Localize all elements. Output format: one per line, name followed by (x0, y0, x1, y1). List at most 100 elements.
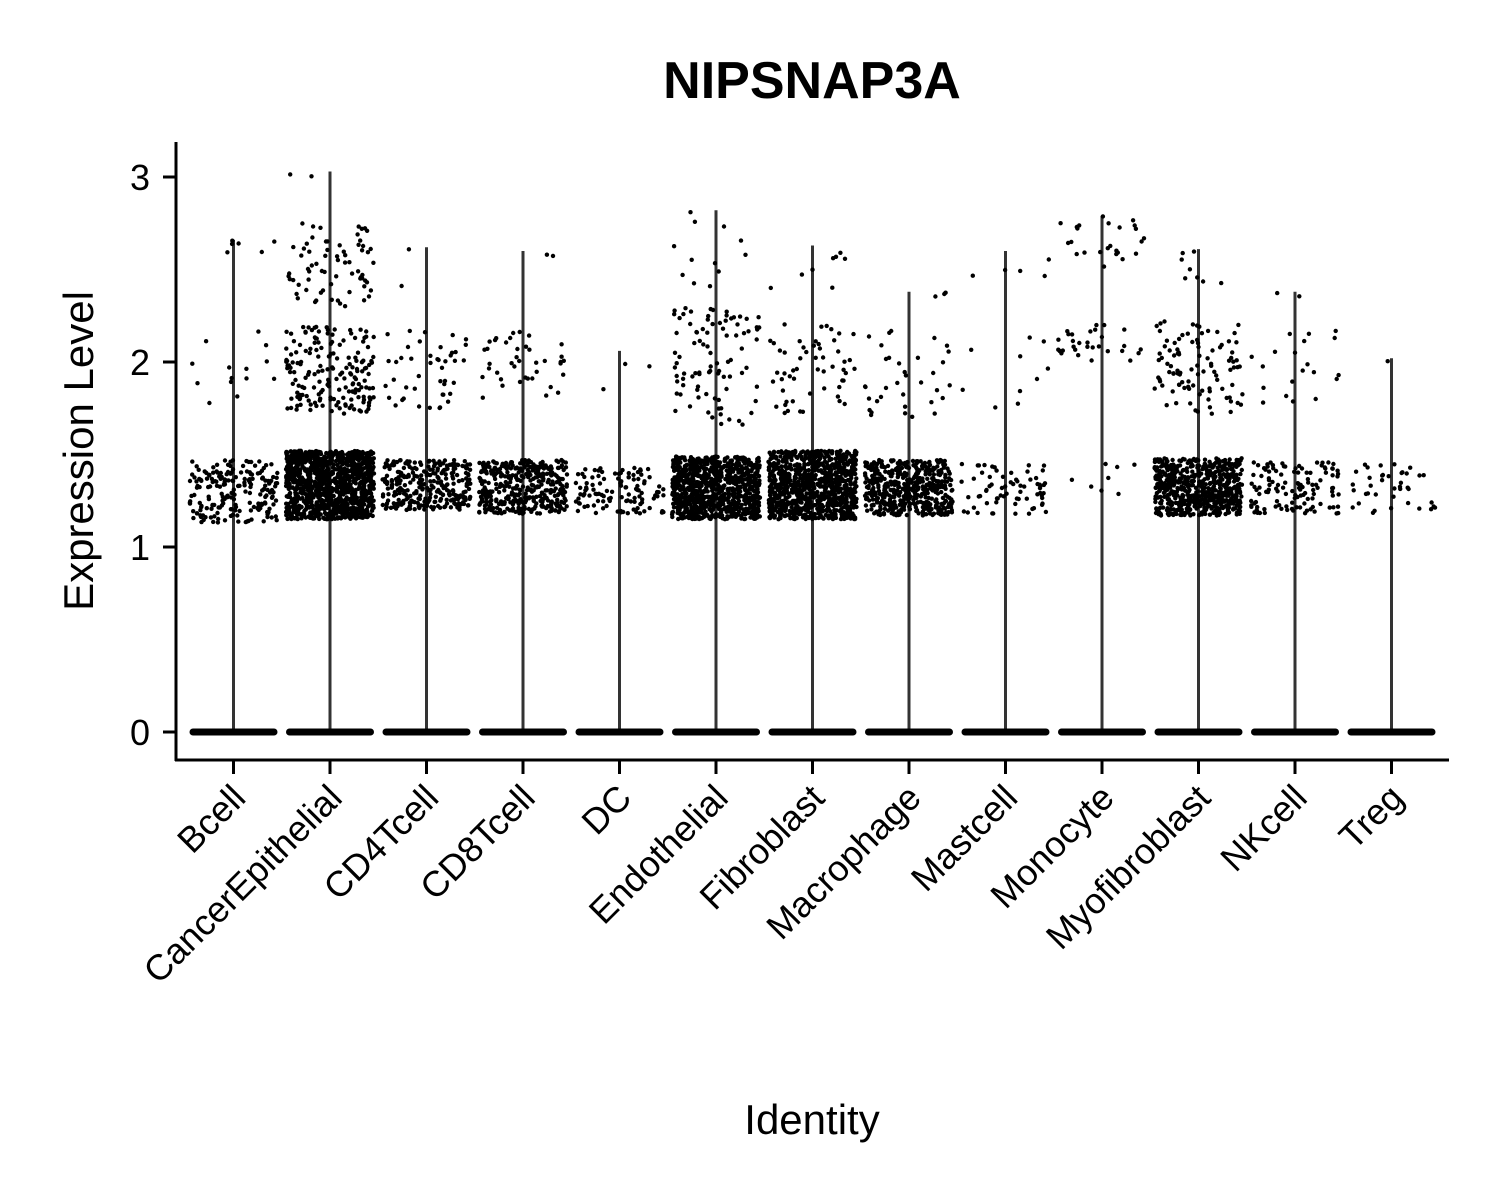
data-point (346, 355, 351, 360)
data-point (508, 335, 513, 341)
data-point (518, 466, 523, 471)
data-point (746, 472, 751, 477)
data-point (263, 343, 269, 348)
points-CD8Tcell (477, 252, 570, 516)
data-point (218, 470, 223, 476)
data-point (507, 508, 513, 513)
data-point (494, 336, 499, 341)
data-point (521, 460, 527, 465)
data-point (496, 490, 502, 495)
data-point (817, 346, 823, 351)
data-point (717, 460, 723, 465)
data-point (691, 281, 697, 286)
data-point (416, 373, 421, 379)
data-point (776, 517, 781, 522)
data-point (869, 507, 874, 512)
data-point (719, 406, 724, 411)
data-point (612, 471, 618, 476)
data-point (488, 494, 493, 499)
data-point (288, 459, 294, 464)
data-point (289, 516, 294, 522)
zero-points-CD8Tcell (479, 728, 567, 736)
data-point (754, 384, 760, 389)
data-point (591, 503, 597, 508)
data-point (526, 458, 532, 464)
data-point (751, 513, 756, 518)
data-point (618, 483, 624, 488)
data-point (215, 470, 220, 475)
data-point (384, 473, 390, 478)
data-point (313, 336, 318, 341)
data-point (412, 460, 417, 465)
data-point (316, 354, 321, 359)
data-point (710, 496, 716, 501)
data-point (780, 450, 785, 456)
data-point (492, 465, 498, 470)
data-point (212, 514, 217, 519)
data-point (218, 476, 223, 481)
data-point (548, 384, 553, 390)
data-point (335, 489, 341, 494)
data-point (498, 470, 503, 475)
data-point (207, 472, 212, 477)
data-point (697, 371, 702, 377)
data-point (444, 488, 450, 493)
data-point (739, 515, 745, 521)
data-point (813, 492, 819, 498)
data-point (360, 243, 366, 249)
data-point (896, 493, 902, 498)
data-point (362, 366, 368, 371)
data-point (341, 249, 346, 254)
data-point (295, 296, 300, 301)
data-point (704, 459, 709, 464)
data-point (264, 359, 269, 364)
data-point (672, 475, 677, 480)
data-point (511, 330, 516, 336)
data-point (428, 491, 433, 497)
data-point (730, 514, 735, 519)
data-point (412, 465, 418, 471)
data-point (540, 478, 546, 483)
data-point (385, 486, 391, 491)
data-point (211, 470, 216, 475)
data-point (362, 335, 367, 340)
data-point (540, 459, 545, 465)
data-point (718, 494, 724, 500)
data-point (931, 467, 936, 472)
data-point (380, 477, 385, 482)
data-point (840, 378, 845, 383)
data-point (680, 515, 686, 521)
data-point (795, 455, 800, 460)
data-point (715, 371, 721, 376)
data-point (249, 517, 254, 522)
data-point (683, 306, 688, 311)
data-point (811, 343, 816, 348)
data-point (636, 476, 641, 482)
data-point (731, 315, 737, 320)
data-point (349, 492, 355, 497)
data-point (335, 298, 341, 303)
data-point (466, 486, 472, 492)
data-point (549, 499, 554, 504)
data-point (823, 486, 828, 491)
data-point (735, 322, 740, 327)
data-point (755, 490, 761, 495)
data-point (355, 514, 360, 520)
data-point (386, 395, 392, 400)
data-point (329, 470, 334, 475)
data-point (450, 474, 455, 479)
data-point (364, 228, 370, 233)
data-point (365, 470, 371, 475)
data-point (500, 383, 505, 388)
data-point (211, 465, 216, 470)
data-point (355, 269, 361, 274)
data-point (291, 471, 297, 476)
data-point (404, 385, 409, 390)
data-point (194, 511, 200, 516)
data-point (425, 472, 430, 477)
data-point (261, 519, 266, 524)
data-point (479, 469, 484, 475)
data-point (321, 515, 326, 520)
data-point (339, 503, 344, 508)
data-point (228, 495, 234, 500)
